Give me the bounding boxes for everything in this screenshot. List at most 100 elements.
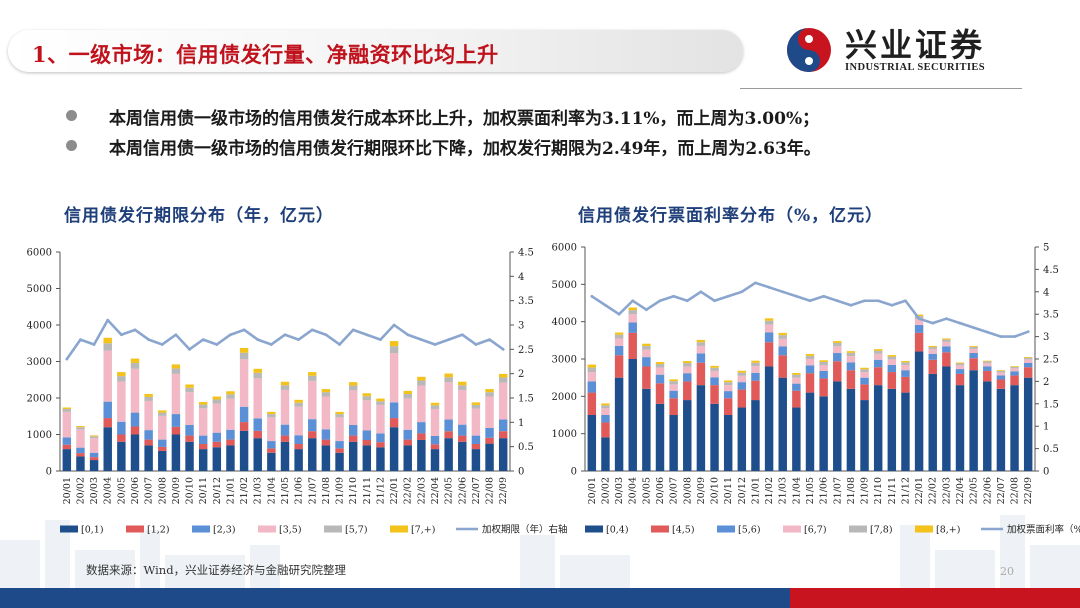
legend-item: [4,5) [651, 525, 695, 536]
bar-segment [723, 398, 733, 415]
bar-segment [805, 359, 815, 366]
bar-segment [792, 373, 801, 375]
bar-segment [267, 414, 276, 418]
legend-swatch [783, 525, 801, 533]
bar-segment [819, 370, 828, 379]
bar-segment [833, 361, 842, 382]
x-tick-label: 21/05 [805, 477, 816, 504]
bar-segment [144, 445, 153, 471]
bar-segment [239, 352, 249, 360]
line-point [904, 299, 907, 303]
bar-segment [778, 355, 787, 378]
legend-label: [1,2) [147, 525, 170, 536]
bar-segment [628, 322, 637, 333]
bar-segment [498, 373, 508, 378]
y-tick-label-right: 0 [518, 467, 524, 478]
bar-segment [335, 452, 344, 471]
bar-segment [942, 346, 951, 353]
bar-segment [335, 441, 344, 449]
y-tick-label-right: 1 [1043, 422, 1049, 433]
bar-segment [601, 403, 610, 406]
bar-segment [76, 426, 85, 428]
bar-segment [955, 363, 965, 366]
x-tick-label: 21/03 [778, 477, 789, 504]
x-tick-label: 20/11 [198, 477, 209, 504]
bar-segment [805, 373, 815, 393]
x-tick-label: 20/07 [144, 477, 155, 504]
bar-segment [764, 324, 774, 333]
bar-segment [185, 441, 194, 471]
bar-segment [267, 411, 276, 415]
bar-segment [587, 415, 597, 471]
y-tick-label-left: 2000 [27, 394, 52, 405]
bar-segment [348, 441, 358, 471]
bar-segment [117, 381, 126, 422]
bar-segment [62, 444, 72, 450]
bar-segment [403, 390, 412, 394]
bar-segment [642, 349, 651, 358]
legend-item: [5,6) [717, 525, 761, 536]
legend-swatch [651, 525, 669, 533]
x-tick-label: 22/06 [457, 477, 468, 504]
bar-segment [444, 438, 453, 471]
bar-segment [294, 449, 303, 471]
x-tick-label: 20/12 [737, 477, 748, 504]
bar-segment [185, 435, 194, 442]
bar-segment [887, 372, 897, 389]
bar-segment [403, 398, 412, 430]
bar-segment [601, 408, 610, 415]
y-tick-label-left: 3000 [27, 357, 52, 368]
y-tick-label-right: 4.5 [518, 248, 534, 259]
line-point [781, 290, 785, 294]
bar-segment [226, 391, 235, 395]
bar-segment [389, 418, 399, 428]
bar-segment [683, 373, 692, 382]
bar-segment [144, 439, 153, 446]
line-point [944, 317, 948, 321]
bar-segment [171, 368, 181, 374]
bar-segment [914, 332, 924, 352]
x-tick-label: 20/06 [655, 477, 666, 504]
bar-segment [76, 429, 85, 448]
x-tick-label: 21/02 [764, 477, 775, 504]
line-point [958, 321, 962, 325]
bar-segment [696, 353, 706, 363]
bar-segment [723, 415, 733, 471]
bar-segment [1010, 368, 1019, 372]
line-point [985, 330, 989, 334]
line-point [419, 338, 423, 341]
bar-segment [198, 443, 208, 450]
bar-segment [335, 417, 344, 442]
bar-segment [778, 332, 787, 336]
bar-segment [389, 402, 399, 419]
line-point [672, 294, 676, 298]
bar-segment [710, 377, 719, 386]
bar-segment [198, 449, 208, 471]
bar-segment [103, 343, 112, 351]
bar-segment [389, 341, 399, 347]
bar-segment [655, 374, 665, 384]
bar-segment [873, 353, 883, 360]
bar-segment [89, 457, 99, 461]
bar-segment [335, 411, 344, 415]
chart-title-coupon: 信用债发行票面利率分布（%，亿元） [578, 206, 884, 226]
bullet-item: 本周信用债一级市场的信用债发行成本环比上升，加权票面利率为3.11%，而上周为3… [66, 104, 1056, 134]
line-point [338, 343, 341, 346]
legend-label: [0,4) [606, 525, 629, 536]
legend-label: [7,+) [411, 525, 435, 536]
bar-segment [751, 380, 760, 401]
bar-segment [628, 314, 637, 323]
bar-segment [901, 361, 910, 363]
x-tick-label: 21/12 [375, 477, 386, 504]
y-tick-label-right: 1 [518, 418, 524, 429]
y-tick-label-right: 3 [1043, 332, 1049, 343]
bar-segment [764, 332, 774, 343]
legend-label: [7,8) [870, 525, 893, 536]
bar-segment [601, 405, 610, 409]
page-title: 1、一级市场：信用债发行量、净融资环比均上升 [32, 42, 499, 67]
line-point [1026, 330, 1030, 334]
bar-segment [144, 400, 153, 431]
bar-segment [751, 372, 760, 381]
line-point [754, 281, 757, 285]
line-point [713, 299, 716, 303]
